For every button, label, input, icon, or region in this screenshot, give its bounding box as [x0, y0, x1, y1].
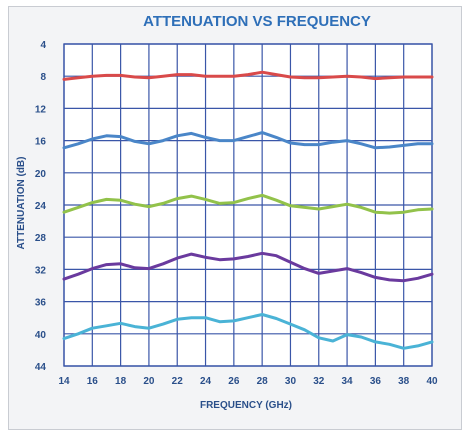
y-axis-label: ATTENUATION (dB): [16, 157, 27, 250]
series-line-4: [62, 251, 434, 283]
x-tick-label: 40: [426, 376, 438, 387]
x-tick-label: 34: [342, 376, 354, 387]
x-tick-label: 36: [370, 376, 382, 387]
y-tick-label: 32: [35, 265, 47, 276]
y-tick-label: 36: [35, 298, 47, 309]
series-line-5: [62, 313, 434, 350]
y-tick-label: 12: [35, 104, 47, 115]
x-tick-label: 30: [285, 376, 297, 387]
series-line-1: [62, 70, 434, 81]
y-tick-label: 40: [35, 330, 47, 341]
y-tick-label: 24: [35, 201, 47, 212]
y-tick-label: 44: [35, 362, 47, 373]
series-line-3: [62, 193, 434, 215]
y-tick-label: 28: [35, 233, 47, 244]
x-tick-label: 32: [313, 376, 325, 387]
x-tick-label: 28: [257, 376, 269, 387]
x-tick-label: 16: [87, 376, 99, 387]
x-tick-label: 14: [58, 376, 70, 387]
x-tick-label: 38: [398, 376, 410, 387]
series-line-2: [62, 131, 434, 150]
x-tick-label: 26: [228, 376, 240, 387]
y-tick-label: 16: [35, 137, 47, 148]
x-axis-label: FREQUENCY (GHz): [200, 400, 292, 411]
y-tick-label: 4: [40, 40, 46, 51]
chart-title: ATTENUATION VS FREQUENCY: [143, 13, 371, 30]
x-tick-label: 18: [115, 376, 127, 387]
x-tick-label: 20: [143, 376, 155, 387]
y-tick-label: 20: [35, 169, 47, 180]
x-tick-label: 22: [172, 376, 184, 387]
x-tick-label: 24: [200, 376, 212, 387]
y-tick-label: 8: [40, 72, 46, 83]
